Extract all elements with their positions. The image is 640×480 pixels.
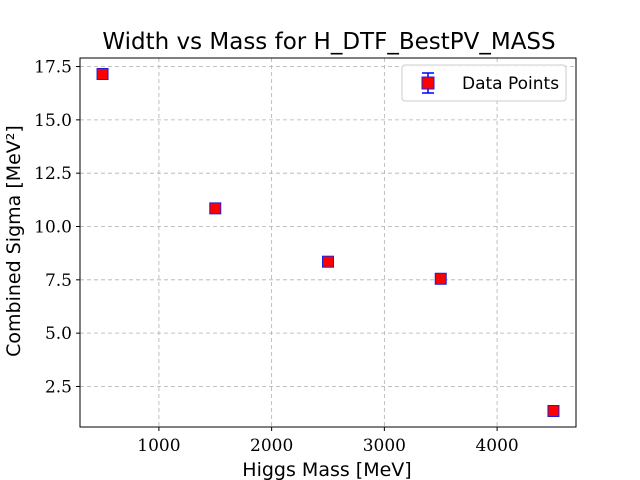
chart-title: Width vs Mass for H_DTF_BestPV_MASS [102, 29, 555, 55]
x-tick-label: 1000 [137, 436, 180, 456]
data-point [96, 67, 109, 80]
y-axis-label: Combined Sigma [MeV²] [3, 125, 25, 357]
data-point [322, 255, 334, 268]
axes: 1000 2000 3000 4000 2.5 5.0 7.5 10.0 12.5 15.0 17.… [34, 57, 577, 456]
data-point [434, 272, 447, 285]
legend-box [401, 64, 567, 102]
legend-label: Data Points [462, 74, 559, 94]
y-tick-label: 5.0 [45, 324, 72, 344]
x-tick-label: 3000 [363, 436, 406, 456]
data-point [547, 405, 560, 418]
y-tick-label: 7.5 [45, 271, 72, 291]
x-tick-label: 2000 [250, 436, 293, 456]
data-marks [96, 67, 560, 418]
legend: Data Points [401, 64, 567, 102]
data-point [209, 202, 222, 215]
grid-layer [80, 58, 576, 427]
legend-marker [421, 76, 435, 90]
y-tick-label: 12.5 [34, 164, 72, 184]
y-tick-label: 2.5 [45, 377, 72, 397]
plot-frame [79, 57, 577, 428]
y-tick-label: 15.0 [34, 111, 72, 131]
y-tick-label: 17.5 [34, 58, 72, 78]
x-tick-label: 4000 [475, 436, 518, 456]
y-tick-label: 10.0 [34, 218, 72, 238]
x-axis-label: Higgs Mass [MeV] [242, 459, 411, 480]
